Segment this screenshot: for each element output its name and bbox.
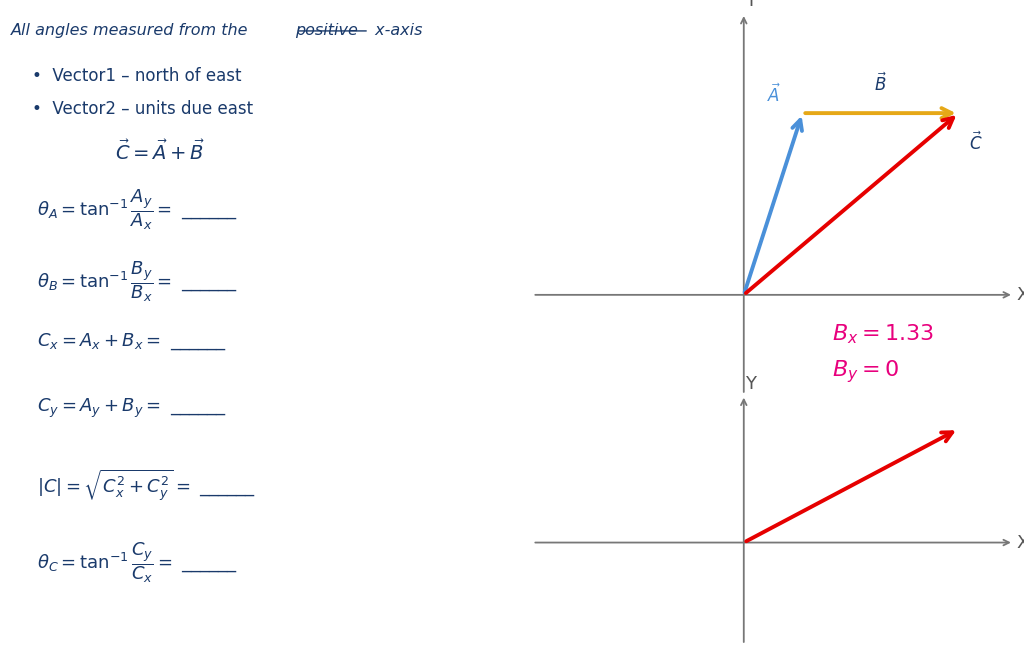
Text: $\theta_C = \tan^{-1}\dfrac{C_y}{C_x} = $ ______: $\theta_C = \tan^{-1}\dfrac{C_y}{C_x} = … xyxy=(37,541,239,586)
Text: X: X xyxy=(1016,534,1024,551)
Text: $C_y = A_y + B_y = $ ______: $C_y = A_y + B_y = $ ______ xyxy=(37,397,226,420)
Text: •  Vector1 – north of east: • Vector1 – north of east xyxy=(32,67,242,85)
Text: $|C| = \sqrt{C_x^2 + C_y^2} = $ ______: $|C| = \sqrt{C_x^2 + C_y^2} = $ ______ xyxy=(37,467,256,503)
Text: x-axis: x-axis xyxy=(370,23,423,38)
Text: $\vec{C}$: $\vec{C}$ xyxy=(969,132,983,154)
Text: •  Vector2 – units due east: • Vector2 – units due east xyxy=(32,100,253,118)
Text: $\theta_B = \tan^{-1}\dfrac{B_y}{B_x} = $ ______: $\theta_B = \tan^{-1}\dfrac{B_y}{B_x} = … xyxy=(37,260,238,305)
Text: X: X xyxy=(1016,286,1024,304)
Text: positive: positive xyxy=(296,23,358,38)
Text: $B_y = 0$: $B_y = 0$ xyxy=(831,359,899,385)
Text: Y: Y xyxy=(745,0,757,9)
Text: All angles measured from the: All angles measured from the xyxy=(10,23,253,38)
Text: Y: Y xyxy=(745,374,757,393)
Text: $\vec{B}$: $\vec{B}$ xyxy=(873,72,887,95)
Text: $B_x= 1.33$: $B_x= 1.33$ xyxy=(831,322,934,345)
Text: $\vec{A}$: $\vec{A}$ xyxy=(767,84,781,106)
Text: $\vec{C} = \vec{A} + \vec{B}$: $\vec{C} = \vec{A} + \vec{B}$ xyxy=(115,140,205,164)
Text: $C_x = A_x + B_x = $ ______: $C_x = A_x + B_x = $ ______ xyxy=(37,331,226,351)
Text: $\theta_A = \tan^{-1}\dfrac{A_y}{A_x} = $ ______: $\theta_A = \tan^{-1}\dfrac{A_y}{A_x} = … xyxy=(37,188,238,232)
